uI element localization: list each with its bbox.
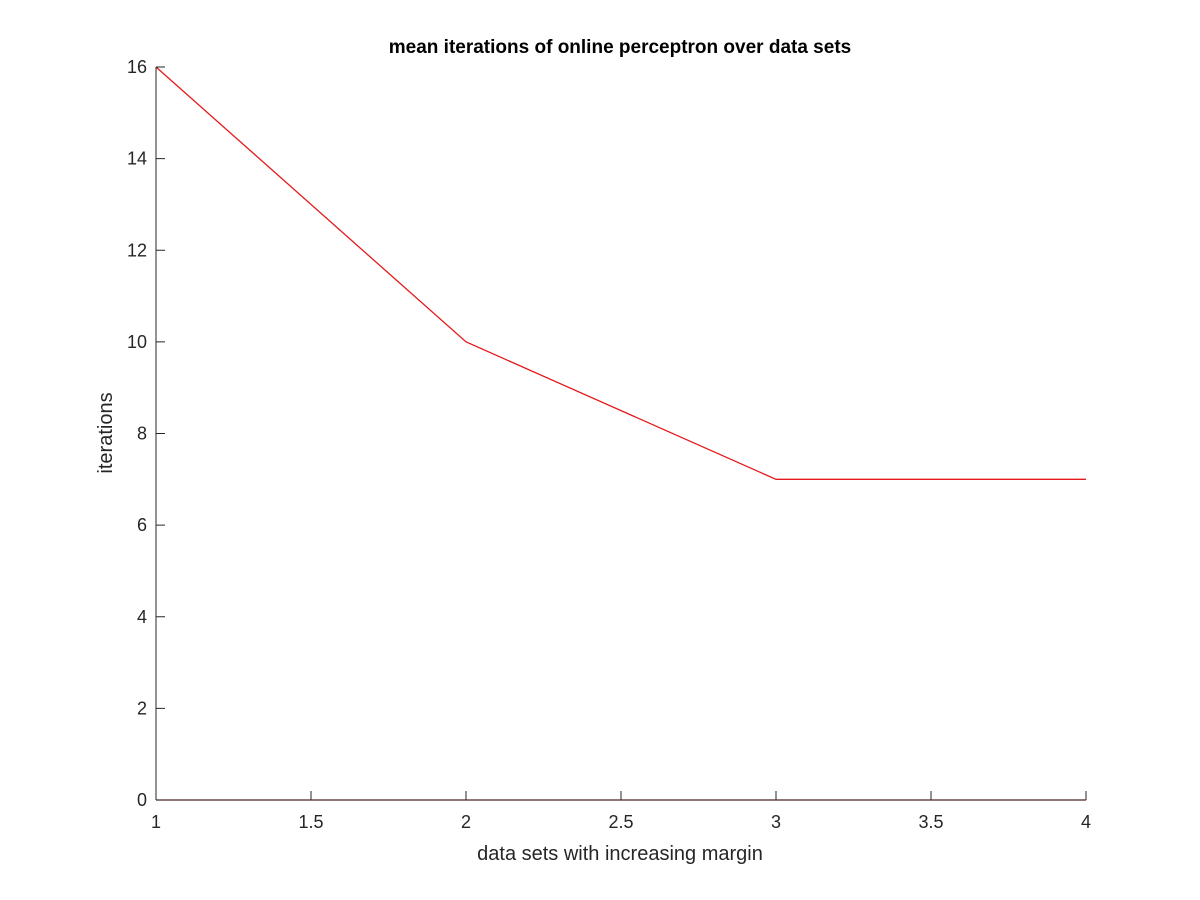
x-tick-label: 3	[771, 812, 781, 832]
x-axis-ticks: 1 1.5 2 2.5 3 3.5 4	[151, 791, 1091, 832]
series-line-1	[155, 66, 1086, 480]
y-tick-label: 8	[137, 424, 147, 444]
x-tick-label: 1.5	[298, 812, 323, 832]
x-axis-label: data sets with increasing margin	[477, 843, 763, 865]
y-tick-label: 4	[137, 607, 147, 627]
chart-title: mean iterations of online perceptron ove…	[389, 37, 851, 58]
y-axis-label: iterations	[95, 392, 117, 473]
x-tick-label: 3.5	[918, 812, 943, 832]
y-tick-label: 12	[127, 240, 147, 260]
plot-area: 1 1.5 2 2.5 3 3.5 4 0 2 4 6 8 10 12 14 16	[127, 57, 1091, 832]
y-tick-label: 0	[137, 790, 147, 810]
y-tick-label: 16	[127, 57, 147, 77]
y-tick-label: 6	[137, 515, 147, 535]
y-tick-label: 14	[127, 149, 147, 169]
y-axis-ticks: 0 2 4 6 8 10 12 14 16	[127, 57, 165, 810]
x-tick-label: 2	[461, 812, 471, 832]
y-tick-label: 10	[127, 332, 147, 352]
y-tick-label: 2	[137, 698, 147, 718]
x-tick-label: 2.5	[608, 812, 633, 832]
x-tick-label: 1	[151, 812, 161, 832]
x-tick-label: 4	[1081, 812, 1091, 832]
